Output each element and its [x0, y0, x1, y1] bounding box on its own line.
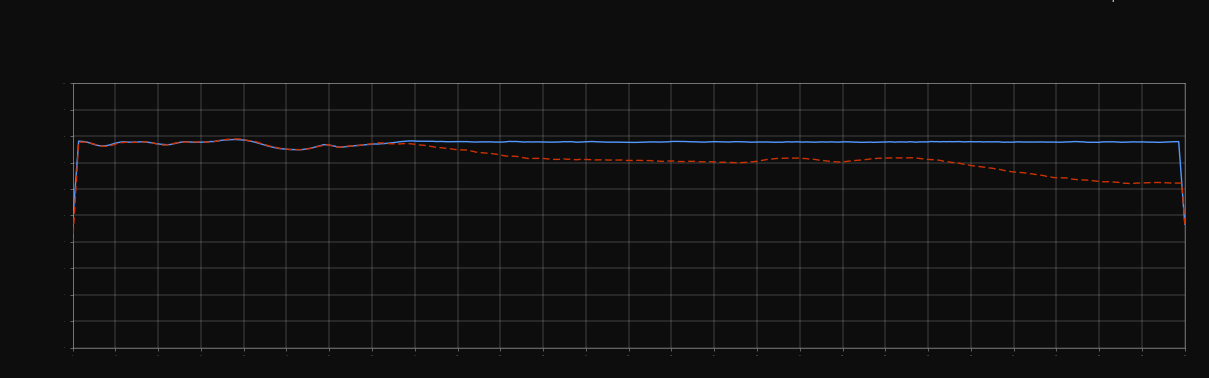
Legend: 2022 forecast, Expected lowest: 2022 forecast, Expected lowest [1066, 0, 1180, 2]
